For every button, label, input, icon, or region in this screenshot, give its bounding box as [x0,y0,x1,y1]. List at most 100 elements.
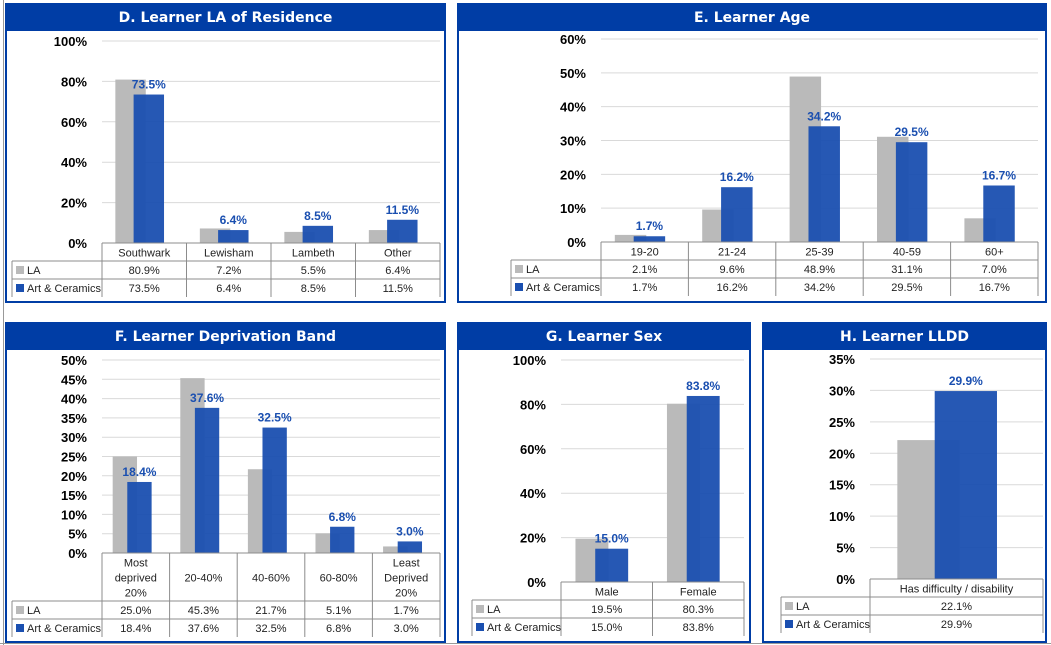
y-tick-label: 40% [61,392,87,407]
y-tick-label: 80% [520,397,546,412]
table-cell: 48.9% [804,264,835,276]
data-label: 15.0% [595,532,629,546]
legend-label-la: LA [27,605,41,617]
category-label: Lambeth [292,248,335,260]
legend-key-la [476,605,484,613]
bar-la [614,234,647,242]
category-label: 40-59 [893,247,921,259]
table-cell: 80.3% [683,604,714,616]
bar-chart: 0% 5% 10% 15% 20% 25% 30% 35% 29.9% Has difficult… [780,352,1044,633]
y-tick-label: 5% [68,527,87,542]
legend-key-la [16,606,24,614]
legend-label-course: Art & Ceramics [487,622,561,634]
table-cell: 16.7% [979,282,1010,294]
y-tick-label: 0% [68,236,87,251]
bar-art-ceramics [633,236,666,242]
y-tick-label: 60% [61,115,87,130]
data-label: 3.0% [396,524,424,538]
table-cell: 19.5% [591,604,622,616]
table-cell: 37.6% [188,623,219,635]
data-label: 8.5% [304,209,332,223]
y-tick-label: 40% [520,486,546,501]
table-cell: 9.6% [720,264,745,276]
table-cell: 1.7% [394,605,419,617]
bar-art-ceramics [218,230,249,243]
table-cell: 21.7% [255,605,286,617]
category-label: Southwark [118,248,170,260]
data-label: 32.5% [258,411,292,425]
chart-title: E. Learner Age [459,5,1045,31]
bar-art-ceramics [721,187,753,242]
category-label: 60-80% [320,573,358,585]
chart-title: H. Learner LLDD [764,324,1045,350]
y-tick-label: 50% [61,353,87,368]
y-tick-label: 40% [560,100,586,115]
legend-label-la: LA [526,264,540,276]
table-cell: 8.5% [301,283,326,295]
y-tick-label: 10% [829,509,855,524]
table-cell: 1.7% [632,282,657,294]
table-cell: 25.0% [120,605,151,617]
y-tick-label: 25% [829,415,855,430]
y-tick-label: 20% [829,446,855,461]
legend-key-course [16,284,24,292]
frame-left-line [3,0,4,645]
y-tick-label: 60% [560,32,586,47]
bar-la [383,546,408,553]
table-cell: 15.0% [591,622,622,634]
category-label: Has difficulty / disability [900,584,1014,596]
legend-key-la [515,265,523,273]
frame-bottom-line [0,643,1051,644]
table-cell: 2.1% [632,264,657,276]
legend-key-course [785,620,793,628]
table-cell: 22.1% [941,601,972,613]
y-tick-label: 100% [513,353,547,368]
legend-key-la [16,266,24,274]
y-tick-label: 0% [836,572,855,587]
table-cell: 31.1% [891,264,922,276]
category-label: Least [393,558,420,570]
data-label: 16.2% [720,170,754,184]
data-label: 16.7% [982,168,1016,182]
chart-panel-age: E. Learner Age 0% 10% 20% 30% 40% 50% 60% 1.7% 1… [457,3,1047,303]
y-tick-label: 20% [560,167,586,182]
y-tick-label: 0% [68,546,87,561]
y-tick-label: 20% [61,196,87,211]
category-label: 20% [125,588,147,600]
table-cell: 80.9% [129,265,160,277]
y-tick-label: 15% [829,478,855,493]
table-cell: 7.0% [982,264,1007,276]
y-tick-label: 50% [560,66,586,81]
table-cell: 5.5% [301,265,326,277]
table-cell: 3.0% [394,623,419,635]
bar-chart: 0% 5% 10% 15% 20% 25% 30% 35% 40% 45% 50% 18.4% 37.6… [11,353,441,637]
table-cell: 11.5% [383,283,414,295]
category-label: 60+ [985,247,1004,259]
data-label: 1.7% [636,219,664,233]
bar-art-ceramics [895,142,928,242]
y-tick-label: 0% [567,235,586,250]
bar-art-ceramics [595,548,629,582]
category-label: 25-39 [805,247,833,259]
table-cell: 32.5% [255,623,286,635]
category-label: 20% [395,588,417,600]
data-label: 37.6% [190,391,224,405]
legend-key-course [476,623,484,631]
bar-art-ceramics [302,225,334,243]
table-cell: 83.8% [683,622,714,634]
y-tick-label: 35% [61,411,87,426]
y-tick-label: 45% [61,372,87,387]
category-label: 40-60% [252,573,290,585]
chart-title: G. Learner Sex [459,324,749,350]
y-tick-label: 15% [61,488,87,503]
y-tick-label: 25% [61,450,87,465]
y-tick-label: 10% [560,201,586,216]
bar-art-ceramics [983,185,1015,242]
legend-label-course: Art & Ceramics [526,282,600,294]
legend-label-course: Art & Ceramics [27,283,101,295]
bar-chart: 0% 20% 40% 60% 80% 100% 15.0% 83.8% Male 19.5% 15.… [471,353,745,636]
data-label: 6.4% [220,213,248,227]
bar-art-ceramics [127,481,152,553]
chart-panel-deprivation-band: F. Learner Deprivation Band 0% 5% 10% 15% 20… [5,322,446,643]
data-label: 6.8% [329,510,357,524]
